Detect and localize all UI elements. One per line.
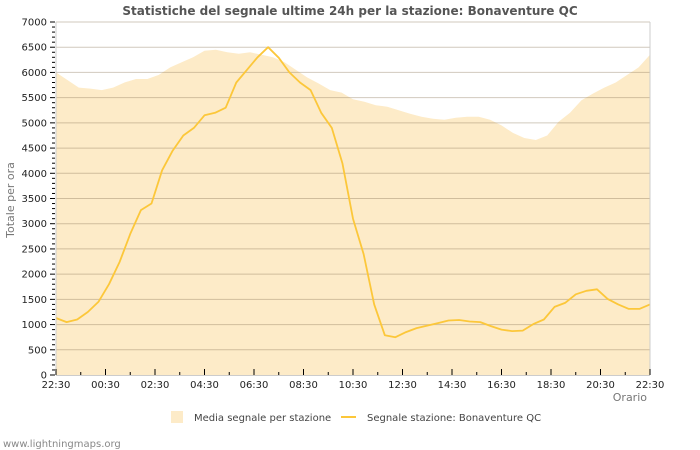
- y-tick-label: 5000: [22, 118, 47, 129]
- x-tick-label: 20:30: [586, 380, 615, 391]
- y-tick-label: 2500: [22, 244, 47, 255]
- legend-item-average: Media segnale per stazione: [194, 413, 331, 424]
- average-area: [56, 49, 650, 375]
- y-tick-label: 500: [28, 345, 47, 356]
- y-tick-label: 1500: [22, 295, 47, 306]
- x-tick-label: 00:30: [91, 380, 120, 391]
- y-tick-label: 5500: [22, 93, 47, 104]
- y-tick-label: 4500: [22, 144, 47, 155]
- x-tick-label: 08:30: [289, 380, 318, 391]
- x-tick-label: 06:30: [240, 380, 269, 391]
- y-tick-label: 3500: [22, 194, 47, 205]
- y-tick-label: 6000: [22, 68, 47, 79]
- x-tick-label: 14:30: [438, 380, 467, 391]
- legend: Media segnale per stazione Segnale stazi…: [171, 411, 541, 424]
- y-tick-label: 2000: [22, 270, 47, 281]
- y-tick-label: 4000: [22, 169, 47, 180]
- footer-credit: www.lightningmaps.org: [3, 439, 121, 450]
- y-tick-label: 6500: [22, 43, 47, 54]
- y-tick-label: 3000: [22, 219, 47, 230]
- legend-item-station: Segnale stazione: Bonaventure QC: [367, 413, 541, 424]
- x-tick-label: 22:30: [42, 380, 71, 391]
- x-tick-label: 10:30: [339, 380, 368, 391]
- legend-area-swatch: [171, 411, 183, 423]
- y-tick-label: 1000: [22, 320, 47, 331]
- x-axis-title: Orario: [613, 391, 648, 404]
- y-tick-label: 0: [41, 371, 47, 382]
- plot-area: 0 500 1000 1500 2000 2500 3000 3500 4000 4500 5000…: [22, 18, 665, 392]
- x-tick-label: 12:30: [388, 380, 417, 391]
- y-axis-title: Totale per ora: [4, 162, 17, 239]
- x-tick-label: 04:30: [190, 380, 219, 391]
- x-tick-label: 16:30: [487, 380, 516, 391]
- x-tick-label: 18:30: [537, 380, 566, 391]
- y-tick-label: 7000: [22, 18, 47, 29]
- x-tick-label: 22:30: [636, 380, 665, 391]
- x-tick-label: 02:30: [141, 380, 170, 391]
- chart-title: Statistiche del segnale ultime 24h per l…: [122, 4, 577, 18]
- station-signal-line: [55, 46, 651, 339]
